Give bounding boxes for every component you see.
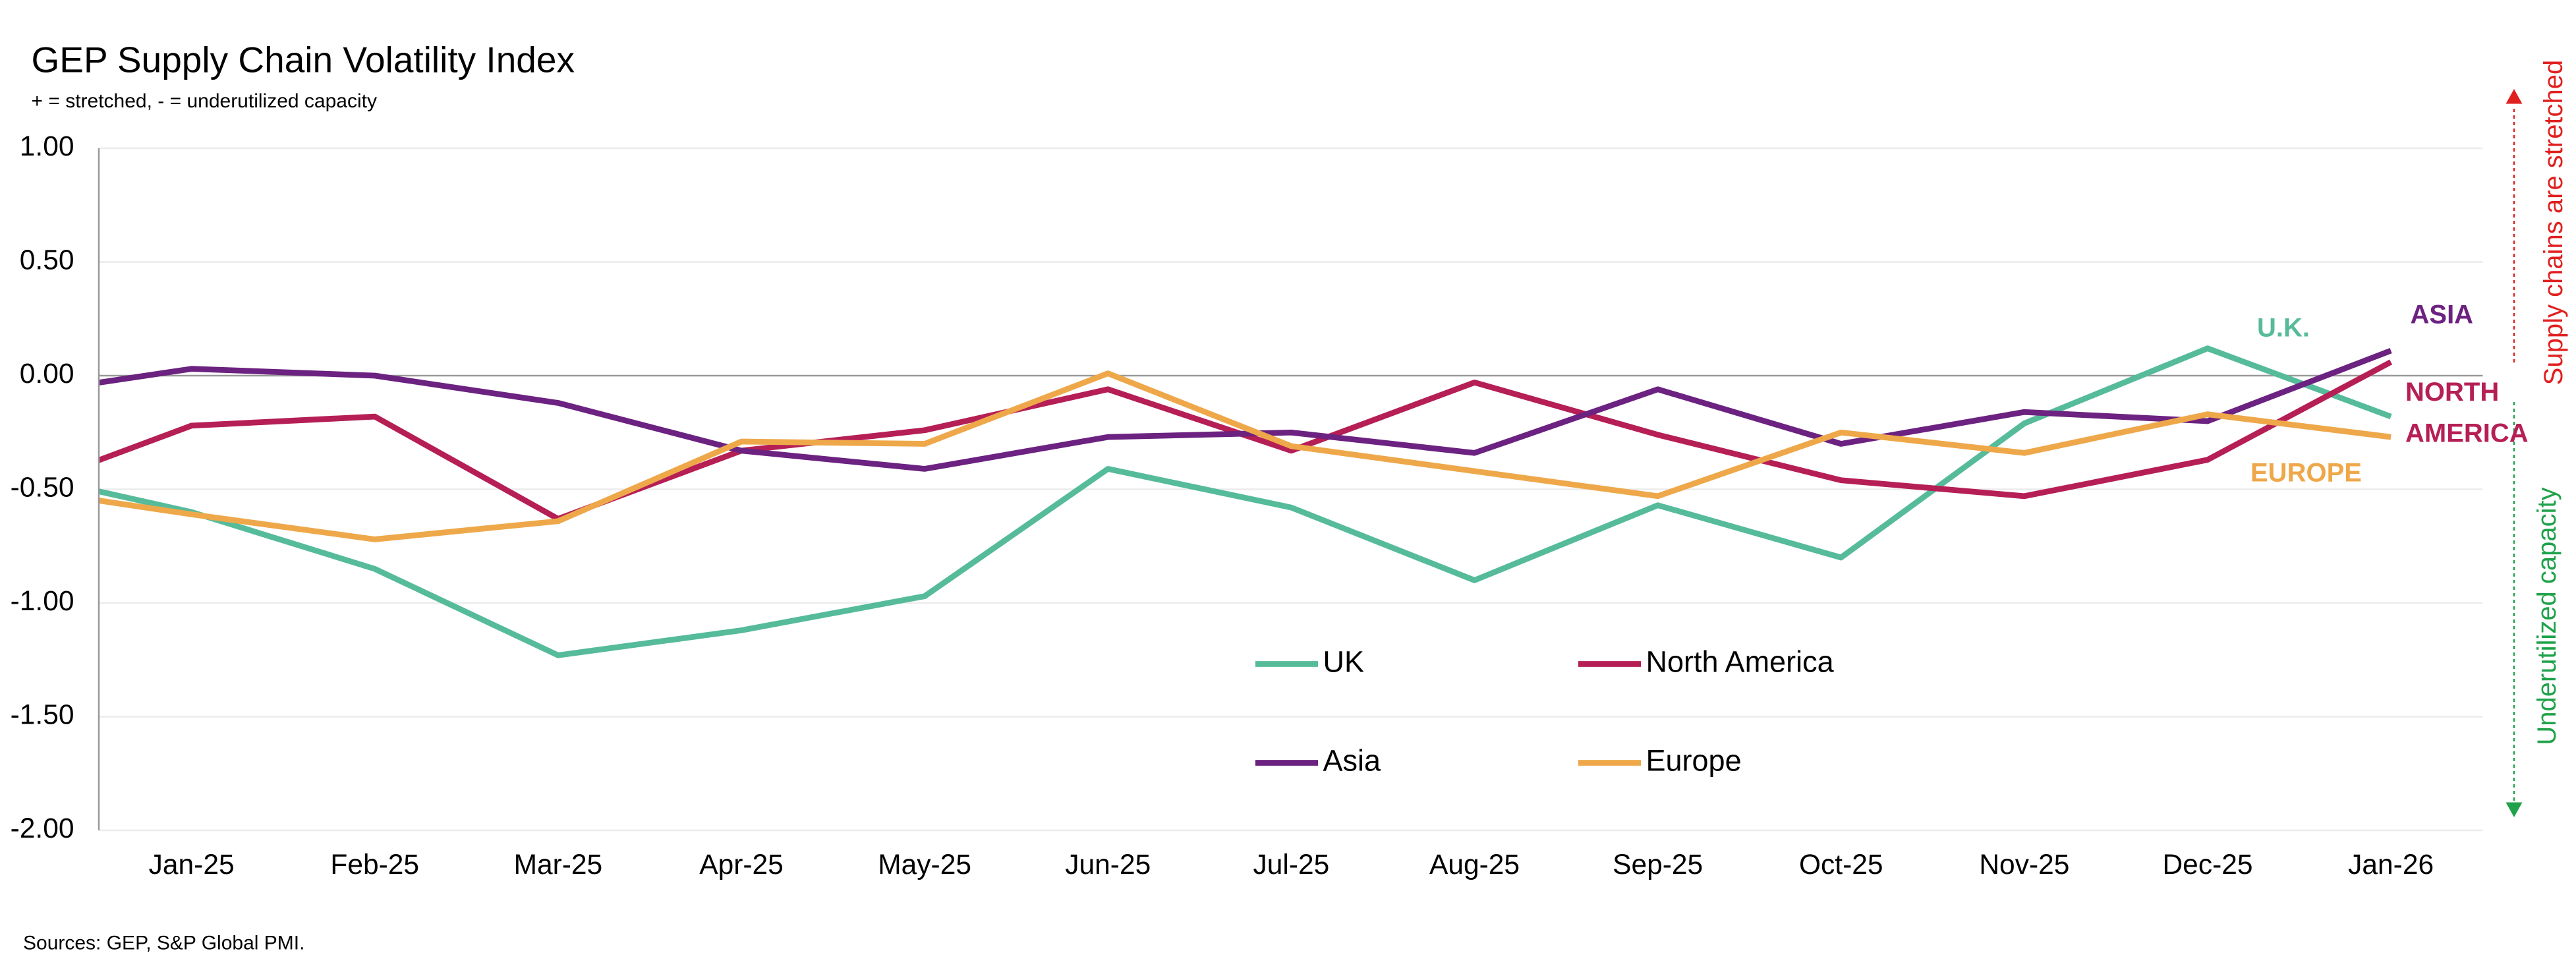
y-tick-label: -1.00 <box>11 586 74 617</box>
series-line <box>99 370 2391 542</box>
series-line <box>99 345 2392 658</box>
x-tick-label: Sep-25 <box>1613 849 1703 880</box>
grid <box>99 147 2483 832</box>
x-tick-label: Aug-25 <box>1429 849 1520 880</box>
side-arrows <box>2505 89 2523 817</box>
y-tick-label: 0.50 <box>20 245 74 276</box>
y-tick-label: 0.00 <box>20 359 74 389</box>
legend-label: Asia <box>1323 743 1382 777</box>
legend-label: Europe <box>1646 743 1742 777</box>
x-tick-label: Apr-25 <box>699 849 784 880</box>
x-tick-label: Jan-26 <box>2348 849 2434 880</box>
annotation: AMERICA <box>2405 419 2529 448</box>
annotation: U.K. <box>2257 314 2310 343</box>
x-tick-label: Dec-25 <box>2162 849 2252 880</box>
x-tick-label: May-25 <box>878 849 971 880</box>
annotation: ASIA <box>2411 301 2474 330</box>
x-tick-label: Jul-25 <box>1253 849 1329 880</box>
side-label: Supply chains are stretched <box>2539 60 2568 386</box>
x-tick-label: Mar-25 <box>514 849 603 880</box>
y-tick-label: -1.50 <box>11 700 74 731</box>
series-line <box>99 347 2392 472</box>
x-tick-label: Jan-25 <box>149 849 235 880</box>
arrow-head <box>2505 89 2523 104</box>
x-tick-label: Oct-25 <box>1799 849 1883 880</box>
x-tick-label: Feb-25 <box>330 849 419 880</box>
side-label: Underutilized capacity <box>2533 487 2562 745</box>
annotation: NORTH <box>2405 378 2499 407</box>
arrow-head <box>2505 802 2523 817</box>
annotation: EUROPE <box>2250 459 2362 488</box>
chart-subtitle: + = stretched, - = underutilized capacit… <box>32 90 377 112</box>
series-line <box>99 359 2393 522</box>
legend-label: North America <box>1646 645 1835 678</box>
legend-label: UK <box>1323 645 1365 678</box>
y-tick-label: 1.00 <box>20 131 74 162</box>
x-tick-label: Jun-25 <box>1065 849 1151 880</box>
chart-title: GEP Supply Chain Volatility Index <box>32 40 575 80</box>
plot-lines <box>99 345 2393 658</box>
source-note: Sources: GEP, S&P Global PMI. <box>23 932 304 954</box>
y-tick-label: -0.50 <box>11 473 74 503</box>
x-tick-label: Nov-25 <box>1979 849 2069 880</box>
y-tick-label: -2.00 <box>11 813 74 844</box>
